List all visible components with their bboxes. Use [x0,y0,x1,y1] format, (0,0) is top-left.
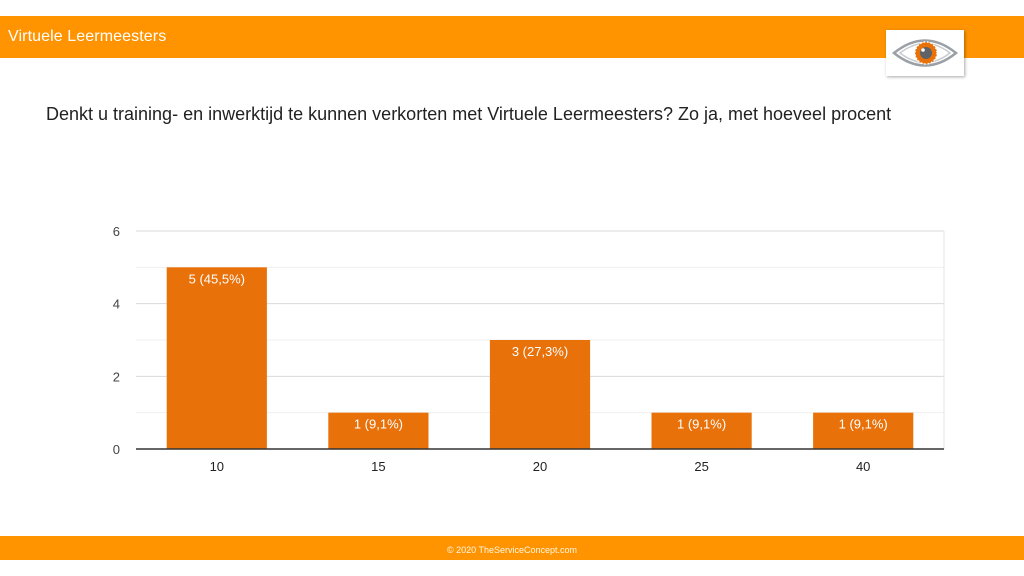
x-tick-label: 10 [210,459,224,474]
data-label: 3 (27,3%) [512,344,568,359]
copyright-text: © 2020 TheServiceConcept.com [446,545,578,555]
y-tick-label: 2 [113,369,120,384]
bar [813,412,914,449]
bar [166,267,267,449]
logo [886,30,964,76]
y-tick-label: 6 [113,224,120,239]
header-bar: Virtuele Leermeesters [0,16,1024,58]
bar [328,412,429,449]
bar [489,340,591,449]
brand-title: Virtuele Leermeesters [8,28,167,45]
bar [651,412,752,449]
data-label: 1 (9,1%) [677,417,726,432]
x-tick-label: 40 [856,459,870,474]
y-tick-label: 4 [113,297,120,312]
data-label: 5 (45,5%) [189,271,245,286]
data-label: 1 (9,1%) [839,417,888,432]
x-tick-label: 20 [533,459,547,474]
eye-logo-icon [892,39,958,67]
x-tick-label: 15 [371,459,385,474]
y-tick-label: 0 [113,442,120,457]
footer-bar: © 2020 TheServiceConcept.com [0,536,1024,560]
question-title: Denkt u training- en inwerktijd te kunne… [46,104,892,124]
x-tick-label: 25 [694,459,708,474]
data-label: 1 (9,1%) [354,417,403,432]
